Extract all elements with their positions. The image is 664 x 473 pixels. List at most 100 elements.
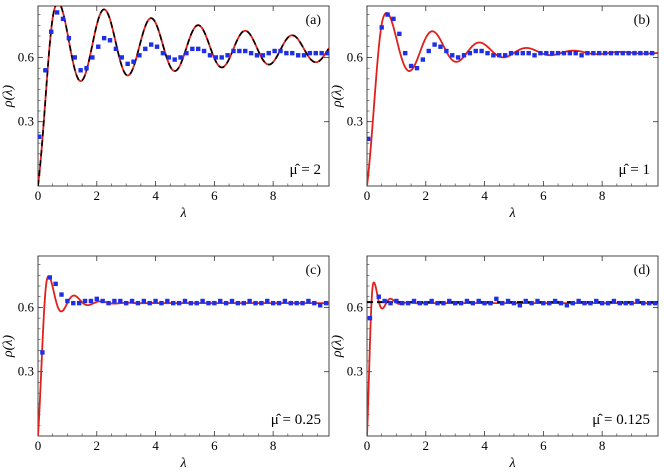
data-point bbox=[649, 50, 655, 56]
data-point bbox=[611, 298, 617, 304]
x-tick-label: 8 bbox=[599, 438, 606, 453]
data-point bbox=[544, 50, 549, 56]
x-tick-label: 4 bbox=[152, 188, 159, 203]
data-point bbox=[90, 55, 95, 60]
data-point bbox=[605, 300, 611, 306]
mu-annotation: μ̂ = 0.125 bbox=[592, 412, 650, 428]
x-tick-label: 0 bbox=[364, 188, 371, 203]
y-axis-label: ρ(λ) bbox=[1, 85, 16, 108]
data-point bbox=[447, 298, 452, 304]
data-point bbox=[237, 48, 242, 54]
data-point bbox=[59, 292, 64, 297]
data-point bbox=[482, 300, 487, 306]
data-point bbox=[143, 46, 148, 52]
data-point bbox=[485, 50, 490, 56]
data-point bbox=[641, 300, 646, 306]
data-point bbox=[129, 298, 135, 304]
data-point bbox=[53, 281, 58, 287]
data-point bbox=[165, 298, 170, 304]
panel-tag: (c) bbox=[305, 263, 321, 278]
data-point bbox=[579, 53, 584, 58]
data-point bbox=[444, 48, 449, 54]
data-point bbox=[119, 55, 124, 60]
mu-annotation: μ̂ = 2 bbox=[289, 162, 321, 178]
data-point bbox=[567, 50, 573, 56]
data-point bbox=[54, 10, 60, 15]
x-tick-label: 8 bbox=[270, 188, 277, 203]
data-point bbox=[229, 298, 235, 304]
data-point bbox=[541, 300, 546, 306]
x-tick-label: 6 bbox=[540, 438, 547, 453]
x-axis-label: λ bbox=[179, 456, 186, 471]
data-point bbox=[429, 298, 434, 304]
data-point bbox=[644, 50, 649, 56]
data-point bbox=[319, 50, 324, 56]
x-tick-label: 6 bbox=[211, 188, 218, 203]
data-point bbox=[488, 300, 493, 306]
data-point bbox=[43, 68, 48, 73]
data-point bbox=[270, 300, 276, 306]
data-point bbox=[405, 300, 411, 306]
data-point bbox=[497, 53, 502, 58]
data-point bbox=[514, 50, 520, 56]
data-point bbox=[564, 303, 570, 308]
data-point bbox=[435, 300, 440, 306]
y-axis-label: ρ(λ) bbox=[330, 335, 345, 358]
data-point bbox=[213, 55, 219, 60]
chart-panel-d: 0 2 4 6 8 0.3 0.6 λ ρ(λ) (d) μ̂ = 0.125 bbox=[330, 255, 659, 471]
x-tick-label: 4 bbox=[481, 438, 488, 453]
data-point bbox=[470, 300, 476, 306]
x-tick-label: 8 bbox=[599, 188, 606, 203]
data-point bbox=[94, 296, 99, 302]
data-point bbox=[265, 298, 270, 304]
data-point bbox=[473, 48, 478, 54]
plot-frame bbox=[37, 255, 330, 437]
y-tick-label: 0.6 bbox=[347, 299, 364, 314]
y-tick-label: 0.3 bbox=[18, 364, 34, 379]
mu-annotation: μ̂ = 1 bbox=[618, 162, 650, 178]
data-point bbox=[476, 298, 481, 304]
data-point bbox=[549, 50, 555, 56]
data-point bbox=[376, 294, 381, 299]
plot-area bbox=[38, 6, 329, 186]
data-point bbox=[588, 300, 593, 306]
data-point bbox=[323, 300, 329, 306]
data-point bbox=[72, 55, 77, 60]
data-point bbox=[467, 50, 473, 56]
data-point bbox=[602, 50, 608, 56]
series-line-red bbox=[367, 11, 658, 186]
panel-tag: (d) bbox=[634, 263, 651, 278]
data-point bbox=[188, 300, 194, 306]
panel-tag: (a) bbox=[305, 13, 321, 28]
data-point bbox=[212, 300, 217, 306]
data-point bbox=[78, 68, 83, 73]
data-point bbox=[379, 25, 384, 30]
data-point bbox=[101, 35, 107, 41]
data-point bbox=[394, 298, 399, 304]
data-point bbox=[511, 300, 517, 306]
data-point bbox=[411, 298, 417, 304]
data-point bbox=[317, 303, 323, 308]
data-point bbox=[206, 300, 211, 306]
data-point bbox=[614, 50, 620, 56]
y-axis-label: ρ(λ) bbox=[330, 85, 345, 108]
data-point bbox=[254, 53, 260, 58]
data-point bbox=[652, 300, 658, 306]
data-point bbox=[172, 57, 177, 62]
data-point bbox=[532, 53, 537, 58]
x-tick-label: 6 bbox=[211, 438, 218, 453]
x-tick-label: 0 bbox=[35, 438, 42, 453]
data-point bbox=[397, 31, 402, 37]
data-point bbox=[646, 300, 652, 306]
data-point bbox=[38, 134, 42, 139]
chart-panel-b: 0 2 4 6 8 0.3 0.6 λ ρ(λ) (b) μ̂ = 1 bbox=[330, 5, 659, 221]
data-point bbox=[391, 16, 396, 22]
data-point bbox=[235, 300, 241, 306]
data-point bbox=[529, 300, 534, 306]
data-point bbox=[76, 300, 82, 306]
data-point bbox=[432, 42, 437, 47]
data-point bbox=[284, 50, 289, 56]
y-tick-label: 0.6 bbox=[18, 299, 35, 314]
data-point bbox=[461, 53, 467, 58]
data-point bbox=[325, 50, 329, 56]
